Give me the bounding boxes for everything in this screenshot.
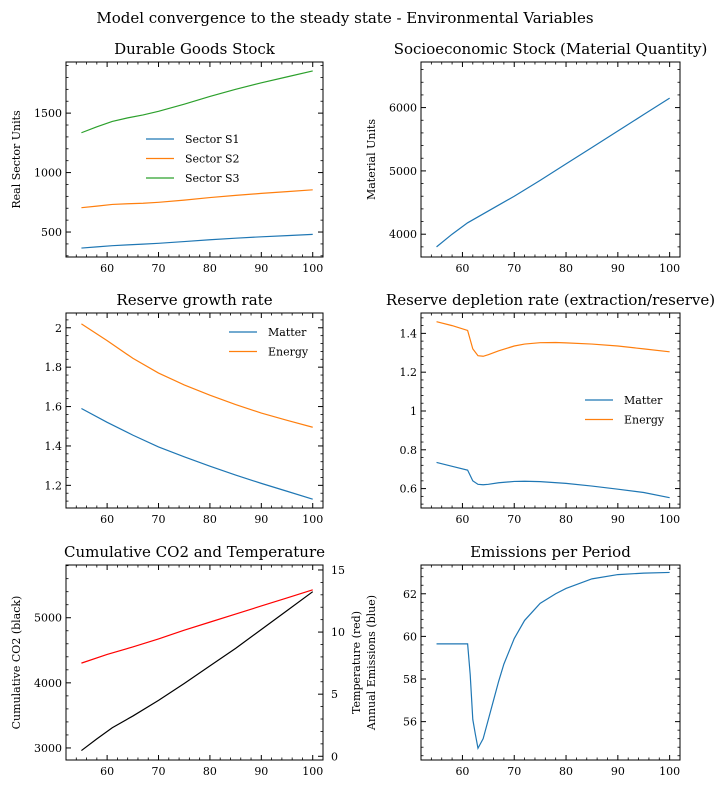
- plot-panel-4: Reserve depletion rate (extraction/reser…: [386, 291, 715, 526]
- y-axis-label: Material Units: [365, 119, 378, 200]
- x-tick-label: 60: [455, 765, 469, 778]
- x-tick-label: 90: [611, 262, 625, 275]
- y-tick-label: 60: [403, 630, 417, 643]
- x-tick-label: 90: [254, 513, 268, 526]
- series-line-1: [436, 97, 670, 248]
- y-tick-label: 1.8: [45, 361, 63, 374]
- x-tick-label: 100: [659, 513, 680, 526]
- y-tick-label: 1: [410, 405, 417, 418]
- plot-panel-1: Durable Goods Stock 60 70 80 90 100 500 1000 150…: [10, 40, 324, 275]
- plot-title: Socioeconomic Stock (Material Quantity): [394, 40, 708, 58]
- y-tick-label: 1.4: [400, 327, 418, 340]
- y-tick-label: 56: [403, 716, 417, 729]
- y-tick-label: 4000: [34, 677, 62, 690]
- y-right-tick-label: 0: [331, 750, 338, 763]
- x-tick-label: 60: [455, 262, 469, 275]
- x-tick-label: 90: [254, 765, 268, 778]
- x-tick-label: 80: [559, 262, 573, 275]
- legend-label: Energy: [268, 346, 309, 359]
- x-tick-label: 70: [507, 262, 521, 275]
- plot-title: Reserve depletion rate (extraction/reser…: [386, 291, 715, 309]
- series-line-energy: [81, 323, 313, 428]
- x-tick-label: 80: [203, 765, 217, 778]
- y-tick-label: 1000: [34, 167, 62, 180]
- x-tick-label: 90: [611, 513, 625, 526]
- x-tick-label: 100: [659, 262, 680, 275]
- series-line-1: [436, 571, 670, 751]
- series-line-sector-s1: [81, 233, 313, 249]
- x-tick-label: 100: [302, 765, 323, 778]
- series-line-matter: [436, 461, 670, 499]
- x-tick-label: 90: [254, 262, 268, 275]
- x-tick-label: 70: [507, 513, 521, 526]
- x-tick-label: 80: [559, 765, 573, 778]
- y-right-axis-label: Temperature (red): [350, 611, 363, 714]
- y-right-tick-label: 15: [331, 564, 345, 577]
- y-tick-label: 5000: [389, 165, 417, 178]
- y-tick-label: 0.8: [400, 444, 418, 457]
- plot-title: Reserve growth rate: [116, 291, 272, 309]
- y-tick-label: 1500: [34, 107, 62, 120]
- legend-label: Sector S3: [185, 172, 240, 185]
- x-tick-label: 60: [455, 513, 469, 526]
- x-tick-label: 100: [302, 262, 323, 275]
- x-tick-label: 100: [302, 513, 323, 526]
- plot-panel-2: Socioeconomic Stock (Material Quantity) 6…: [365, 40, 707, 275]
- y-axis-label: Real Sector Units: [10, 110, 23, 209]
- plot-panel-6: Emissions per Period 60 70 80 90 100 56 58 60 62 A…: [365, 543, 681, 778]
- x-tick-label: 70: [507, 765, 521, 778]
- legend-label: Sector S1: [185, 133, 240, 146]
- y-tick-label: 2: [55, 322, 62, 335]
- plot-frame: [65, 564, 324, 761]
- y-right-tick-label: 5: [331, 688, 338, 701]
- x-tick-label: 60: [100, 765, 114, 778]
- y-tick-label: 1.2: [45, 479, 63, 492]
- x-tick-label: 80: [203, 513, 217, 526]
- x-tick-label: 60: [100, 513, 114, 526]
- legend-label: Matter: [268, 326, 307, 339]
- plot-panel-5: Cumulative CO2 and Temperature 60 70 80 90 10…: [10, 543, 363, 778]
- plot-title: Cumulative CO2 and Temperature: [64, 543, 325, 561]
- plot-frame: [65, 61, 324, 258]
- y-tick-label: 1.4: [45, 440, 63, 453]
- y-tick-label: 58: [403, 673, 417, 686]
- x-tick-label: 70: [152, 765, 166, 778]
- y-tick-label: 3000: [34, 742, 62, 755]
- y-tick-label: 500: [41, 226, 62, 239]
- x-tick-label: 90: [611, 765, 625, 778]
- legend-label: Sector S2: [185, 153, 240, 166]
- series-line-energy: [436, 321, 670, 357]
- legend-label: Energy: [624, 414, 665, 427]
- y-right-tick-label: 10: [331, 626, 345, 639]
- y-tick-label: 4000: [389, 228, 417, 241]
- y-tick-label: 1.6: [45, 401, 63, 414]
- legend-label: Matter: [624, 394, 663, 407]
- figure-title: Model convergence to the steady state - …: [96, 9, 593, 27]
- x-tick-label: 60: [100, 262, 114, 275]
- y-tick-label: 62: [403, 588, 417, 601]
- x-tick-label: 80: [559, 513, 573, 526]
- plot-panel-3: Reserve growth rate 60 70 80 90 100 1.2 1.4 1.6 1…: [45, 291, 324, 526]
- series-line-matter: [81, 408, 313, 500]
- y-tick-label: 0.6: [400, 483, 418, 496]
- plot-title: Durable Goods Stock: [114, 40, 276, 58]
- y-axis-label: Cumulative CO2 (black): [10, 596, 23, 730]
- y-tick-label: 5000: [34, 612, 62, 625]
- y-tick-label: 6000: [389, 102, 417, 115]
- series-line-2: [81, 589, 313, 664]
- y-tick-label: 1.2: [400, 366, 418, 379]
- y-axis-label: Annual Emissions (blue): [365, 595, 378, 731]
- plot-frame: [420, 564, 681, 761]
- plot-frame: [65, 312, 324, 509]
- plot-title: Emissions per Period: [470, 543, 631, 561]
- series-line-sector-s2: [81, 189, 313, 209]
- x-tick-label: 70: [152, 262, 166, 275]
- x-tick-label: 80: [203, 262, 217, 275]
- series-line-sector-s3: [81, 70, 313, 134]
- plot-frame: [420, 61, 681, 258]
- x-tick-label: 70: [152, 513, 166, 526]
- x-tick-label: 100: [659, 765, 680, 778]
- series-line-1: [81, 591, 314, 752]
